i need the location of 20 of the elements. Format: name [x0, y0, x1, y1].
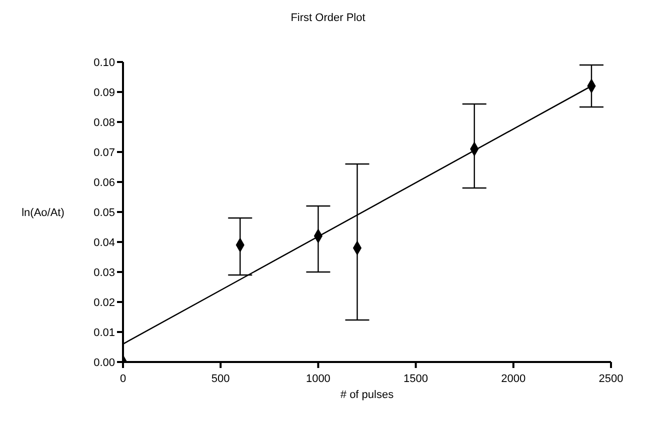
x-tick-label: 1000 [306, 373, 330, 385]
y-tick-label: 0.02 [94, 296, 115, 309]
x-tick-label: 500 [211, 373, 230, 385]
y-tick-label: 0.03 [94, 266, 115, 279]
y-tick-label: 0.09 [94, 86, 115, 99]
y-tick-label: 0.01 [94, 326, 115, 339]
y-tick-label: 0.10 [94, 56, 115, 69]
x-axis-title: # of pulses [340, 388, 394, 401]
x-tick-label: 1500 [404, 373, 428, 385]
y-tick-label: 0.04 [94, 236, 115, 249]
y-tick-label: 0.00 [94, 356, 115, 369]
x-tick-label: 2500 [598, 373, 624, 385]
y-tick-label: 0.05 [94, 206, 115, 219]
x-tick-label: 0 [120, 373, 126, 385]
y-axis-title: ln(Ao/At) [22, 206, 64, 219]
x-tick-label: 2000 [501, 373, 526, 385]
y-tick-label: 0.07 [94, 146, 115, 159]
chart-title: First Order Plot [290, 11, 366, 26]
y-tick-label: 0.08 [94, 116, 115, 129]
y-tick-label: 0.06 [94, 176, 115, 189]
